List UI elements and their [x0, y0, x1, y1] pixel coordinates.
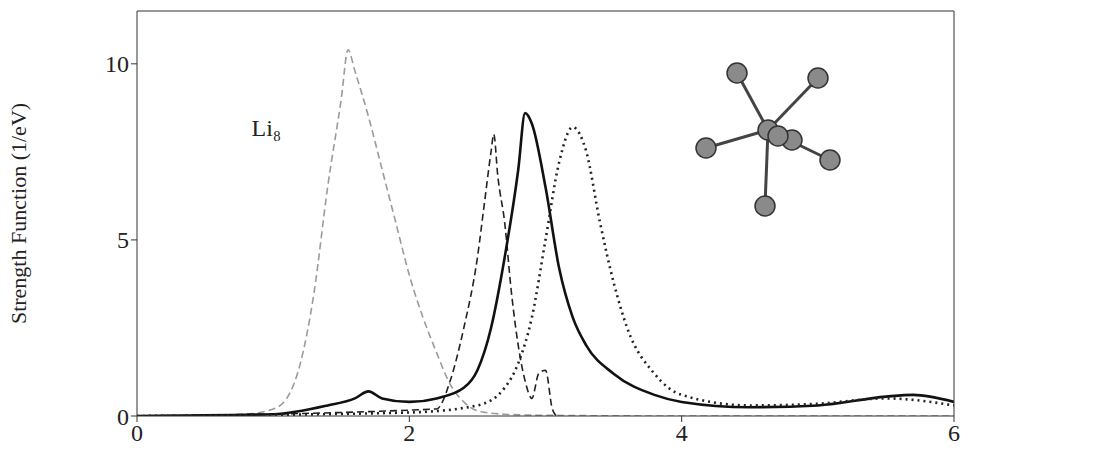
- svg-text:6: 6: [948, 420, 960, 446]
- svg-text:Li₈: Li₈: [252, 115, 282, 141]
- svg-text:0: 0: [131, 420, 143, 446]
- svg-text:5: 5: [117, 227, 129, 253]
- svg-text:10: 10: [105, 51, 129, 77]
- svg-text:2: 2: [403, 420, 415, 446]
- svg-text:0: 0: [117, 404, 129, 430]
- svg-text:Strength Function (1/eV): Strength Function (1/eV): [6, 103, 31, 324]
- svg-text:4: 4: [676, 420, 688, 446]
